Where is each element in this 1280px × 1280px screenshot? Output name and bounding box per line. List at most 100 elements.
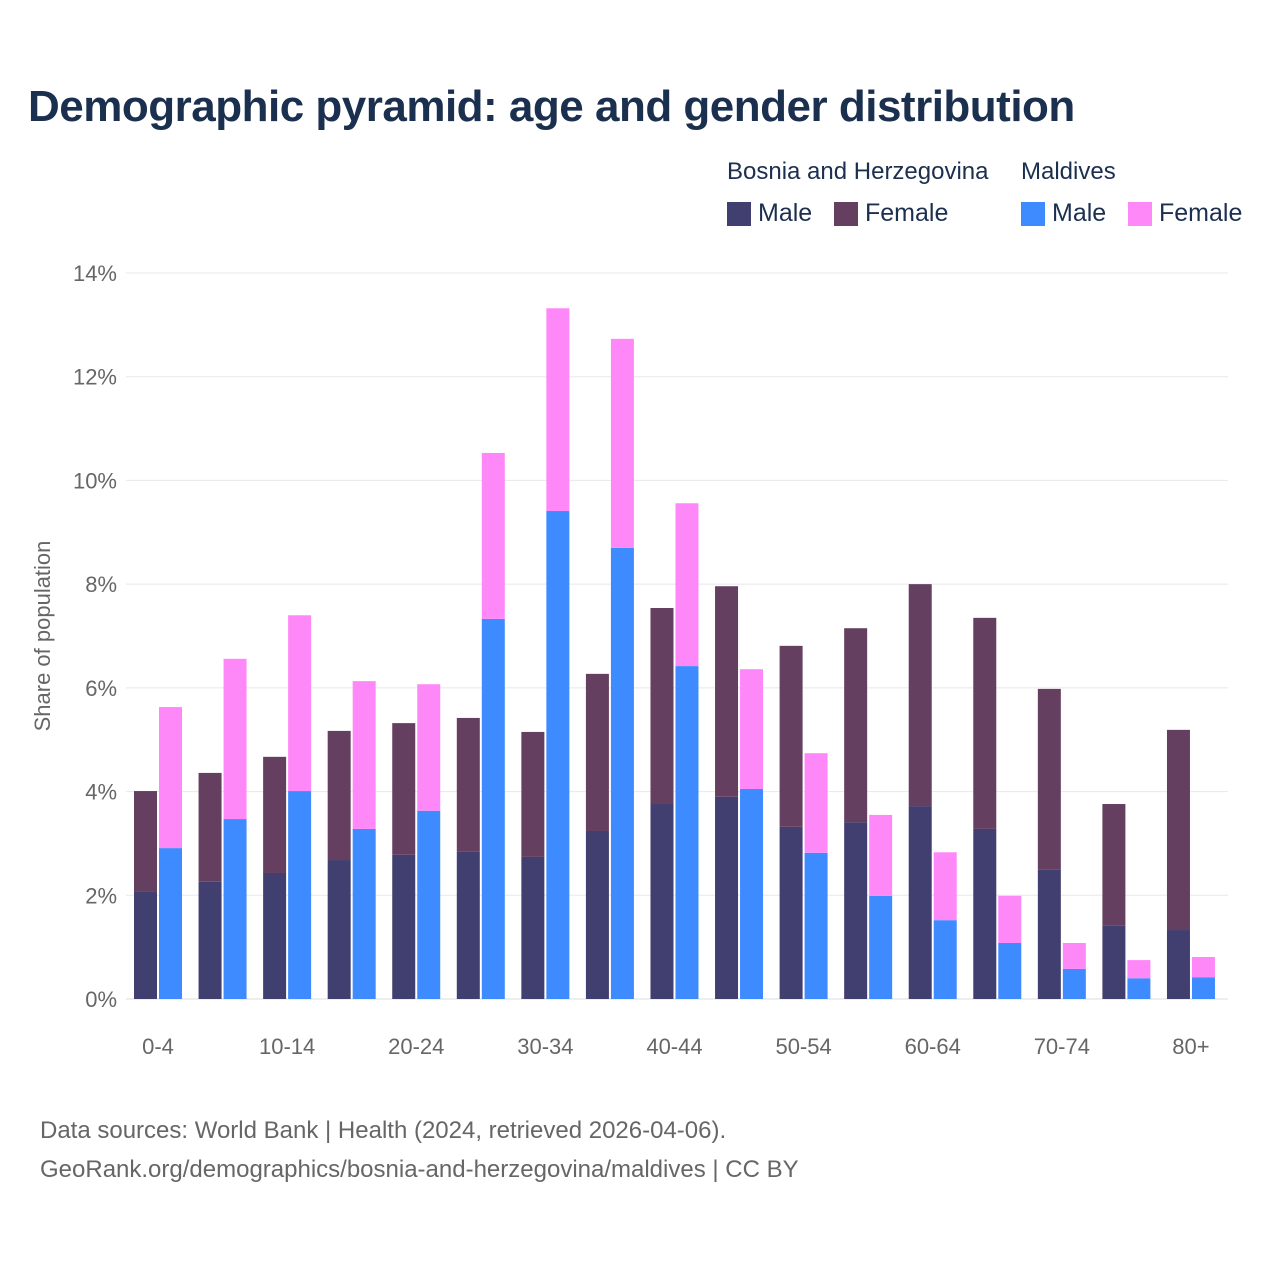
bar-bosnia-male[interactable] [392, 854, 416, 999]
bar-maldives-female[interactable] [223, 658, 247, 820]
bar-bosnia-female[interactable] [779, 645, 803, 827]
bar-maldives-male[interactable] [1191, 977, 1215, 999]
legend-swatch [1021, 201, 1045, 226]
chart-title: Demographic pyramid: age and gender dist… [28, 82, 1075, 131]
bar-maldives-female[interactable] [159, 707, 182, 849]
bar-bosnia-female[interactable] [844, 628, 868, 823]
bar-bosnia-male[interactable] [134, 891, 157, 999]
bar-bosnia-male[interactable] [973, 828, 997, 999]
bar-bosnia-male[interactable] [844, 822, 868, 999]
bar-maldives-female[interactable] [1127, 960, 1151, 979]
bar-maldives-female[interactable] [417, 684, 441, 811]
bar-maldives-male[interactable] [933, 920, 957, 999]
bar-maldives-male[interactable] [1062, 968, 1086, 999]
legend-label: Female [1159, 199, 1243, 227]
y-tick-label: 4% [85, 780, 117, 805]
bar-maldives-female[interactable] [740, 669, 764, 789]
bar-bosnia-female[interactable] [134, 791, 157, 892]
legend-label: Male [758, 199, 813, 227]
bar-maldives-female[interactable] [933, 852, 957, 921]
bar-bosnia-male[interactable] [779, 826, 803, 999]
bar-bosnia-female[interactable] [198, 772, 222, 882]
footer-sources: Data sources: World Bank | Health (2024,… [40, 1117, 727, 1144]
bar-bosnia-female[interactable] [715, 586, 739, 797]
bar-bosnia-male[interactable] [1102, 925, 1126, 999]
bar-bosnia-female[interactable] [908, 584, 932, 807]
y-tick-label: 8% [85, 572, 117, 597]
bar-maldives-male[interactable] [1127, 978, 1151, 999]
bar-bosnia-female[interactable] [585, 673, 609, 831]
bar-maldives-male[interactable] [352, 828, 376, 999]
legend-bosnia-female[interactable]: Female [834, 199, 948, 228]
bar-bosnia-male[interactable] [1166, 930, 1190, 999]
bar-bosnia-female[interactable] [1037, 688, 1061, 870]
y-tick-label: 10% [73, 468, 117, 493]
bar-maldives-female[interactable] [352, 681, 376, 829]
bar-bosnia-male[interactable] [263, 872, 287, 999]
x-tick-label: 20-24 [388, 1034, 444, 1059]
bar-bosnia-female[interactable] [1166, 729, 1190, 931]
x-tick-label: 70-74 [1034, 1034, 1090, 1059]
bar-bosnia-male[interactable] [650, 804, 674, 999]
bar-bosnia-male[interactable] [456, 851, 480, 999]
bar-maldives-female[interactable] [1062, 942, 1086, 969]
bar-bosnia-female[interactable] [263, 756, 287, 873]
legend-maldives-female[interactable]: Female [1128, 199, 1242, 228]
bar-maldives-female[interactable] [869, 814, 893, 896]
bar-maldives-male[interactable] [740, 788, 764, 999]
bar-bosnia-female[interactable] [392, 723, 416, 855]
bar-maldives-female[interactable] [998, 895, 1022, 943]
bar-maldives-male[interactable] [869, 895, 893, 999]
y-tick-label: 14% [73, 261, 117, 286]
y-tick-label: 6% [85, 676, 117, 701]
y-tick-label: 12% [73, 365, 117, 390]
footer-url: GeoRank.org/demographics/bosnia-and-herz… [40, 1156, 799, 1183]
bar-bosnia-female[interactable] [327, 730, 351, 861]
bar-maldives-male[interactable] [610, 547, 634, 999]
x-tick-label: 40-44 [646, 1034, 702, 1059]
bar-bosnia-male[interactable] [715, 796, 739, 999]
bar-maldives-male[interactable] [417, 810, 441, 999]
bar-maldives-female[interactable] [481, 452, 505, 619]
x-tick-label: 0-4 [142, 1034, 174, 1059]
bar-bosnia-female[interactable] [456, 717, 480, 852]
x-tick-label: 10-14 [259, 1034, 315, 1059]
legend-label: Female [865, 199, 949, 227]
bar-maldives-male[interactable] [223, 819, 247, 999]
bar-maldives-male[interactable] [998, 942, 1022, 999]
bar-bosnia-female[interactable] [521, 731, 545, 857]
legend-maldives-male[interactable]: Male [1021, 199, 1106, 228]
bar-maldives-male[interactable] [481, 618, 505, 999]
bar-maldives-male[interactable] [288, 791, 312, 999]
bar-maldives-male[interactable] [675, 666, 699, 999]
legend-bosnia-male[interactable]: Male [727, 199, 812, 228]
bar-maldives-female[interactable] [610, 338, 634, 548]
bar-maldives-male[interactable] [159, 848, 182, 999]
bar-bosnia-male[interactable] [327, 860, 351, 999]
x-tick-label: 60-64 [905, 1034, 961, 1059]
bar-bosnia-female[interactable] [1102, 804, 1126, 926]
bar-bosnia-male[interactable] [521, 856, 545, 999]
bar-bosnia-male[interactable] [1037, 869, 1061, 999]
bar-maldives-female[interactable] [1191, 956, 1215, 978]
bar-bosnia-male[interactable] [198, 881, 222, 999]
x-tick-label: 80+ [1172, 1034, 1209, 1059]
x-tick-label: 30-34 [517, 1034, 573, 1059]
x-tick-label: 50-54 [775, 1034, 831, 1059]
bar-bosnia-female[interactable] [973, 617, 997, 829]
legend-swatch [727, 201, 751, 226]
bar-bosnia-male[interactable] [585, 830, 609, 999]
y-tick-label: 2% [85, 883, 117, 908]
bar-bosnia-female[interactable] [650, 607, 674, 805]
legend-country-bosnia: Bosnia and Herzegovina [727, 158, 989, 185]
bar-maldives-female[interactable] [675, 503, 699, 667]
bar-bosnia-male[interactable] [908, 806, 932, 999]
y-axis-label: Share of population [30, 541, 55, 732]
bar-maldives-male[interactable] [804, 852, 828, 999]
bar-maldives-male[interactable] [546, 511, 570, 999]
bar-maldives-female[interactable] [288, 615, 312, 792]
bar-maldives-female[interactable] [804, 753, 828, 853]
bar-maldives-female[interactable] [546, 308, 570, 512]
